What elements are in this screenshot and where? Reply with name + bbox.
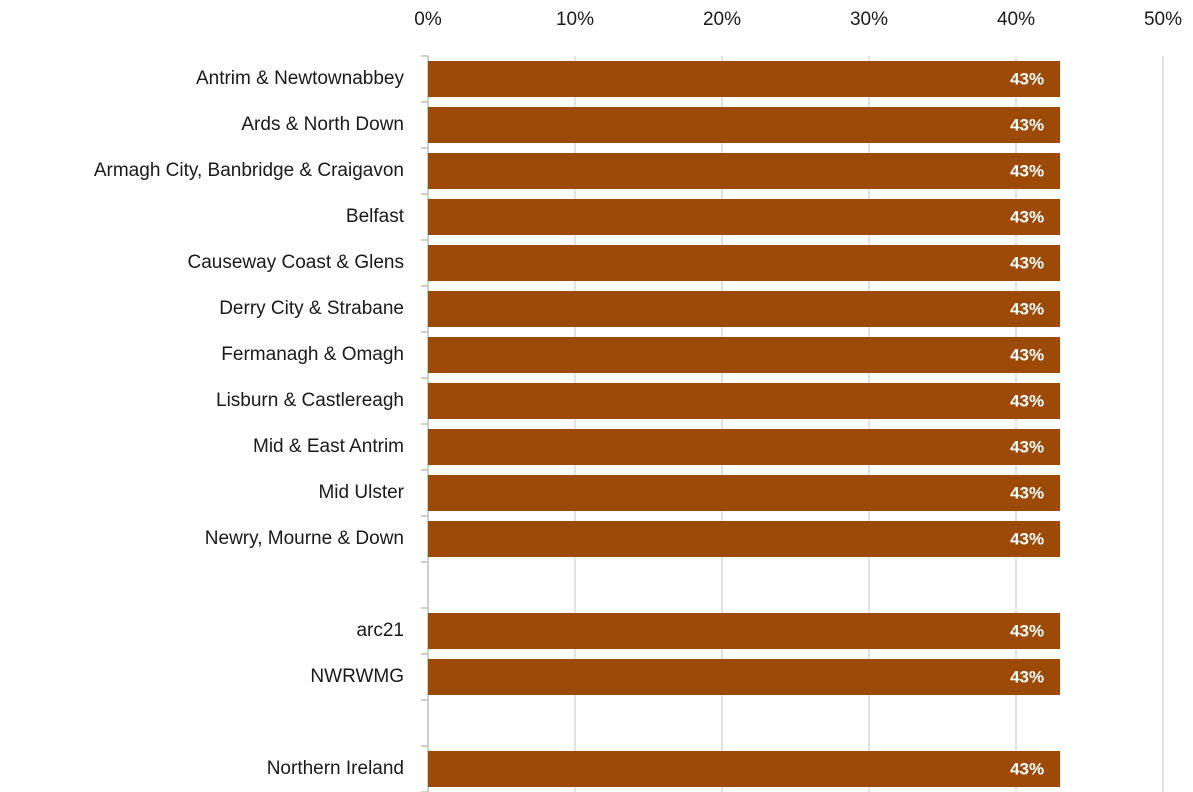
value-label: 43%	[1010, 207, 1044, 226]
x-tick-label: 20%	[703, 9, 741, 30]
bar	[428, 199, 1061, 235]
value-label: 43%	[1010, 391, 1044, 410]
x-tick-label: 40%	[997, 9, 1035, 30]
y-tick-label: Mid Ulster	[318, 482, 404, 503]
value-label: 43%	[1010, 161, 1044, 180]
y-tick-label: Antrim & Newtownabbey	[196, 68, 405, 89]
bar	[428, 291, 1061, 327]
x-tick-label: 30%	[850, 9, 888, 30]
bar	[428, 337, 1061, 373]
value-label: 43%	[1010, 437, 1044, 456]
value-label: 43%	[1010, 483, 1044, 502]
bar	[428, 383, 1061, 419]
y-tick-label: Lisburn & Castlereagh	[216, 390, 404, 411]
y-tick-label: Ards & North Down	[241, 114, 404, 135]
bar	[428, 751, 1061, 787]
bar	[428, 429, 1061, 465]
x-tick-label: 50%	[1144, 9, 1182, 30]
value-label: 43%	[1010, 529, 1044, 548]
value-label: 43%	[1010, 345, 1044, 364]
y-tick-label: Belfast	[346, 206, 405, 227]
y-tick-label: Derry City & Strabane	[219, 298, 404, 319]
y-tick-label: arc21	[356, 620, 404, 641]
bar	[428, 107, 1061, 143]
value-label: 43%	[1010, 759, 1044, 778]
y-tick-label: Northern Ireland	[267, 758, 404, 779]
value-label: 43%	[1010, 115, 1044, 134]
value-label: 43%	[1010, 621, 1044, 640]
bar	[428, 521, 1061, 557]
value-label: 43%	[1010, 667, 1044, 686]
x-tick-label: 0%	[414, 9, 442, 30]
bar	[428, 475, 1061, 511]
value-label: 43%	[1010, 299, 1044, 318]
bar	[428, 61, 1061, 97]
value-label: 43%	[1010, 253, 1044, 272]
y-tick-label: Armagh City, Banbridge & Craigavon	[94, 160, 404, 181]
bar	[428, 153, 1061, 189]
y-tick-label: NWRWMG	[310, 666, 404, 687]
y-tick-label: Fermanagh & Omagh	[221, 344, 404, 365]
x-tick-label: 10%	[556, 9, 594, 30]
y-tick-label: Newry, Mourne & Down	[205, 528, 404, 549]
y-tick-label: Mid & East Antrim	[253, 436, 404, 457]
value-label: 43%	[1010, 69, 1044, 88]
bar	[428, 613, 1061, 649]
bar	[428, 245, 1061, 281]
y-tick-label: Causeway Coast & Glens	[188, 252, 405, 273]
bar	[428, 659, 1061, 695]
